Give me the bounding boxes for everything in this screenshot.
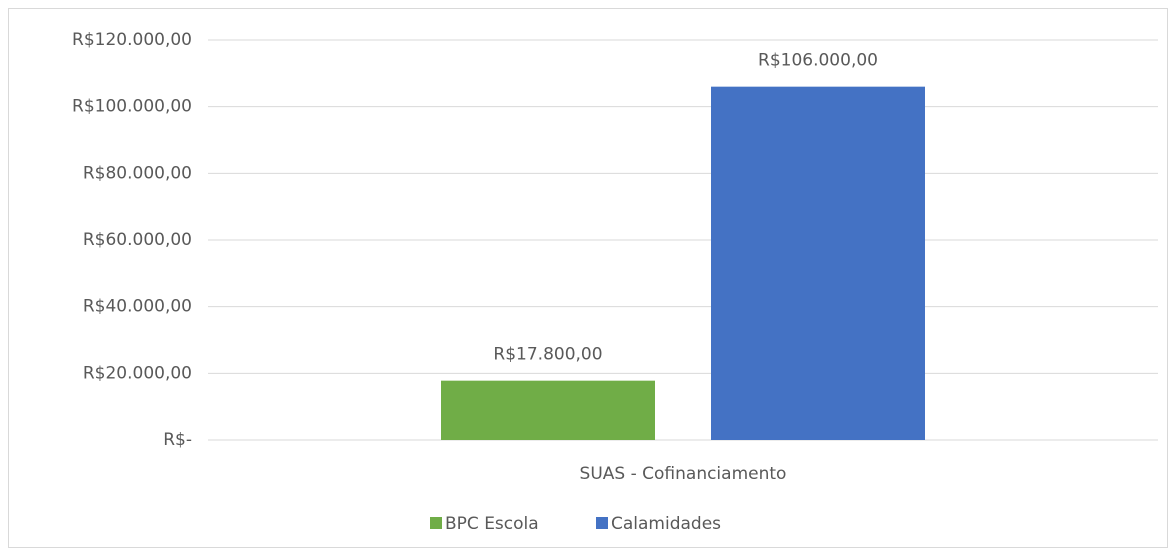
- y-tick-label: R$60.000,00: [83, 230, 192, 250]
- y-tick-label: R$100.000,00: [72, 97, 192, 117]
- data-label: R$17.800,00: [493, 345, 602, 365]
- legend-label: Calamidades: [611, 514, 721, 534]
- legend-swatch: [430, 517, 442, 529]
- chart-border: [8, 8, 1168, 548]
- bar: [711, 86, 925, 441]
- data-label: R$106.000,00: [758, 51, 878, 71]
- legend-label: BPC Escola: [445, 514, 539, 534]
- bar: [441, 380, 655, 440]
- y-tick-label: R$-: [163, 430, 192, 450]
- y-tick-label: R$40.000,00: [83, 297, 192, 317]
- x-tick-label: SUAS - Cofinanciamento: [580, 464, 787, 484]
- legend-swatch: [596, 517, 608, 529]
- y-tick-label: R$80.000,00: [83, 163, 192, 183]
- y-tick-label: R$120.000,00: [72, 30, 192, 50]
- y-tick-label: R$20.000,00: [83, 363, 192, 383]
